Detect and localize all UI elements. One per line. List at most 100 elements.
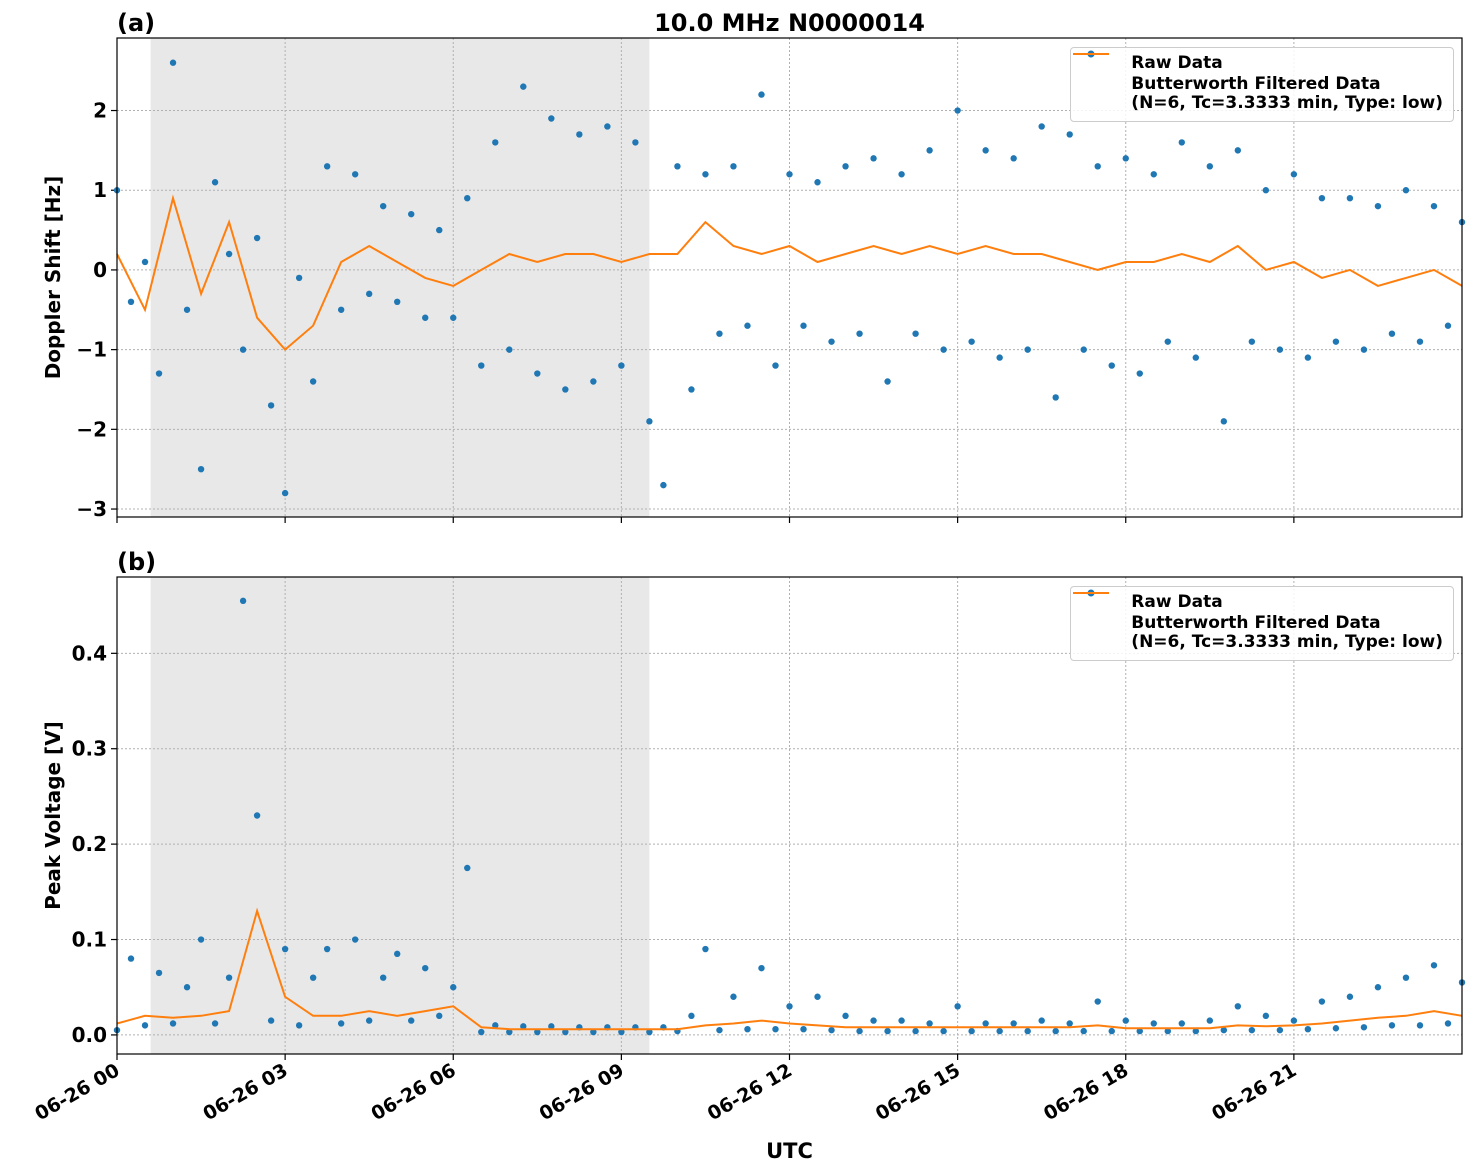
- raw-point: [660, 481, 667, 489]
- raw-point: [884, 378, 891, 385]
- raw-point: [1416, 338, 1424, 345]
- raw-point: [604, 123, 611, 130]
- legend-entry: Raw Data: [1081, 589, 1443, 612]
- y-tick-label: 2: [93, 99, 107, 123]
- raw-point: [1444, 322, 1452, 329]
- x-tick-label: 06-26 03: [199, 1059, 291, 1125]
- raw-point: [940, 346, 947, 353]
- raw-point: [450, 314, 457, 321]
- raw-point: [534, 370, 541, 377]
- raw-point: [394, 950, 401, 958]
- raw-point: [954, 1003, 961, 1010]
- raw-point: [1388, 1022, 1396, 1029]
- raw-point: [702, 945, 709, 953]
- raw-point: [800, 1025, 807, 1033]
- raw-point: [562, 386, 569, 393]
- y-tick-label: −1: [76, 338, 107, 362]
- legend-label: Raw Data: [1131, 53, 1223, 73]
- raw-point: [1304, 1025, 1312, 1033]
- raw-point: [1262, 1012, 1270, 1020]
- raw-point: [478, 1028, 485, 1036]
- raw-point: [155, 370, 163, 377]
- raw-point: [1206, 1017, 1214, 1024]
- raw-point: [758, 91, 765, 98]
- panel-label: (b): [117, 548, 156, 576]
- raw-point: [1136, 370, 1143, 377]
- raw-point: [1206, 163, 1214, 170]
- raw-point: [1122, 1017, 1129, 1024]
- shaded-span: [150, 577, 650, 1054]
- raw-point: [856, 330, 863, 337]
- y-tick-label: 1: [93, 178, 107, 202]
- raw-point: [197, 465, 205, 473]
- raw-point: [239, 597, 247, 605]
- raw-point: [982, 147, 989, 154]
- raw-point: [548, 1023, 555, 1030]
- raw-point: [1388, 330, 1396, 337]
- raw-point: [1178, 1020, 1185, 1027]
- raw-point: [1276, 1026, 1284, 1034]
- raw-point: [646, 1028, 653, 1036]
- y-tick-label: 0.1: [72, 928, 107, 952]
- raw-point: [1360, 346, 1368, 353]
- raw-point: [379, 202, 387, 210]
- raw-point: [870, 155, 877, 162]
- raw-point: [842, 163, 849, 170]
- raw-point: [225, 974, 233, 981]
- legend-label: Raw Data: [1131, 592, 1223, 612]
- raw-point: [267, 1017, 275, 1024]
- raw-point: [197, 936, 205, 943]
- raw-point: [127, 955, 135, 962]
- x-tick-label: 06-26 18: [1040, 1059, 1132, 1125]
- raw-point: [211, 1020, 219, 1027]
- raw-point: [842, 1012, 849, 1020]
- y-tick-label: 0.2: [72, 832, 107, 856]
- raw-point: [422, 314, 429, 321]
- raw-point: [772, 1025, 779, 1033]
- raw-point: [1346, 194, 1354, 202]
- raw-point: [968, 338, 975, 345]
- raw-point: [1010, 1020, 1017, 1027]
- raw-point: [1150, 171, 1157, 178]
- raw-point: [912, 1027, 919, 1035]
- raw-point: [590, 378, 597, 385]
- raw-point: [337, 1020, 345, 1027]
- raw-point: [702, 171, 709, 178]
- raw-point: [618, 362, 625, 369]
- raw-point: [940, 1027, 947, 1035]
- y-tick-label: 0: [93, 258, 107, 282]
- x-tick-label: 06-26 00: [31, 1059, 123, 1125]
- raw-point: [281, 945, 289, 953]
- raw-point: [422, 964, 429, 972]
- raw-point: [1304, 354, 1312, 361]
- raw-point: [898, 1017, 905, 1024]
- raw-point: [730, 163, 737, 170]
- x-tick-label: 06-26 06: [367, 1059, 459, 1125]
- raw-point: [1066, 1020, 1073, 1027]
- raw-point: [267, 402, 275, 409]
- raw-point: [1024, 1027, 1031, 1035]
- raw-point: [982, 1020, 989, 1027]
- raw-point: [926, 147, 933, 154]
- raw-point: [1164, 338, 1171, 345]
- raw-point: [884, 1027, 891, 1035]
- raw-point: [239, 346, 247, 353]
- raw-point: [562, 1028, 569, 1036]
- raw-point: [534, 1028, 541, 1036]
- panel-label: (a): [117, 9, 155, 37]
- raw-point: [1122, 155, 1129, 162]
- x-tick-label: 06-26 15: [872, 1059, 964, 1125]
- legend-entry: Butterworth Filtered Data (N=6, Tc=3.333…: [1073, 592, 1443, 652]
- raw-point: [996, 1027, 1003, 1035]
- raw-point: [309, 974, 317, 981]
- raw-point: [1038, 123, 1045, 130]
- raw-point: [506, 1028, 513, 1036]
- raw-point: [618, 1028, 625, 1036]
- raw-point: [1136, 1027, 1143, 1035]
- x-tick-label: 06-26 09: [536, 1059, 628, 1125]
- raw-point: [1220, 1026, 1228, 1034]
- raw-point: [351, 936, 359, 943]
- y-axis-label: Doppler Shift [Hz]: [41, 176, 65, 380]
- raw-point: [1234, 147, 1242, 154]
- raw-point: [253, 812, 261, 819]
